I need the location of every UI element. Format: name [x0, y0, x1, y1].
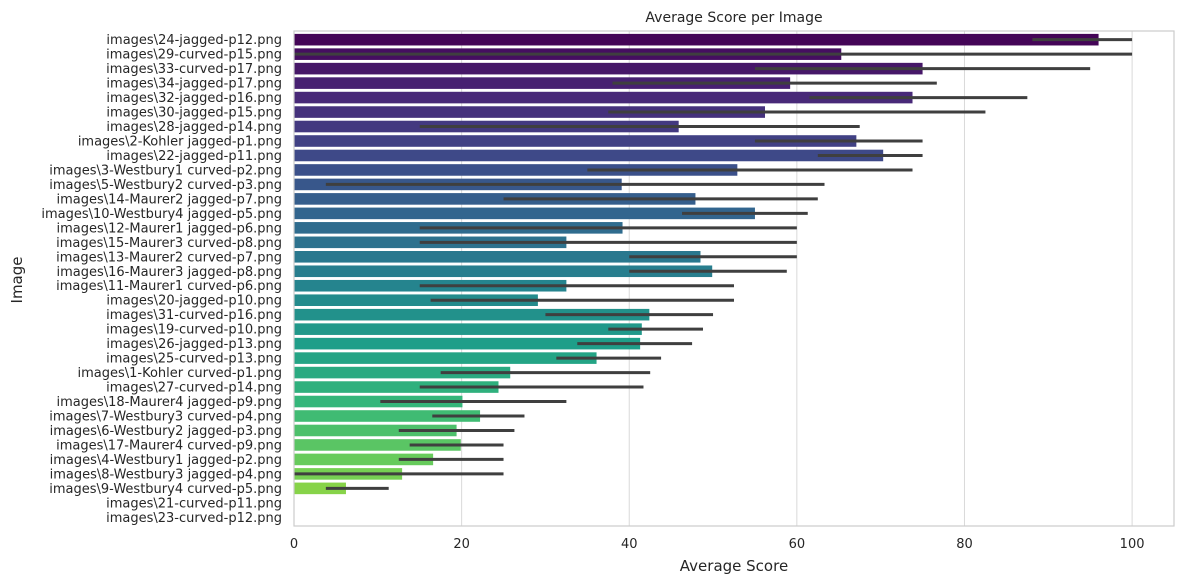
bar	[294, 149, 884, 162]
bar	[294, 482, 346, 495]
y-tick-label: images\18-Maurer4 jagged-p9.png	[56, 395, 282, 410]
y-tick-labels: images\24-jagged-p12.pngimages\29-curved…	[41, 33, 282, 526]
y-tick-label: images\4-Westbury1 jagged-p2.png	[50, 453, 282, 468]
grid-lines	[293, 31, 1133, 526]
y-tick-label: images\2-Kohler jagged-p1.png	[78, 135, 282, 150]
y-tick-label: images\14-Maurer2 jagged-p7.png	[56, 192, 282, 207]
bar	[294, 91, 913, 104]
y-tick-label: images\21-curved-p11.png	[106, 496, 282, 511]
y-tick-label: images\25-curved-p13.png	[106, 352, 282, 367]
y-tick-label: images\28-jagged-p14.png	[106, 120, 282, 135]
bar	[294, 77, 791, 89]
y-tick-label: images\9-Westbury4 curved-p5.png	[49, 482, 282, 497]
bar	[294, 193, 696, 205]
bar	[294, 366, 511, 379]
y-tick-label: images\29-curved-p15.png	[106, 48, 282, 63]
bar	[294, 33, 1099, 46]
error-bars	[294, 38, 1133, 490]
bar	[294, 62, 923, 75]
y-tick-label: images\15-Maurer3 curved-p8.png	[56, 236, 282, 251]
bar	[294, 439, 461, 451]
bar	[294, 424, 457, 437]
y-tick-label: images\16-Maurer3 jagged-p8.png	[56, 265, 282, 280]
y-tick-label: images\19-curved-p10.png	[106, 323, 282, 338]
y-tick-label: images\27-curved-p14.png	[106, 381, 282, 396]
x-tick-labels: 0 20 40 60 80 100	[290, 537, 1145, 552]
y-tick-label: images\23-curved-p12.png	[106, 511, 282, 526]
bar	[294, 352, 597, 364]
y-tick-label: images\33-curved-p17.png	[106, 62, 282, 77]
bar	[294, 410, 481, 422]
bar	[294, 337, 641, 350]
y-tick-label: images\30-jagged-p15.png	[106, 106, 282, 121]
bar	[294, 207, 755, 220]
y-tick-label: images\11-Maurer1 curved-p6.png	[56, 279, 282, 294]
x-axis-label: Average Score	[680, 557, 788, 575]
x-tick-label: 20	[453, 537, 470, 552]
chart-title: Average Score per Image	[645, 10, 822, 26]
x-tick-label: 40	[621, 537, 638, 552]
bar	[294, 265, 713, 278]
y-tick-label: images\20-jagged-p10.png	[106, 294, 282, 309]
y-tick-label: images\6-Westbury2 jagged-p3.png	[50, 424, 282, 439]
y-tick-label: images\26-jagged-p13.png	[106, 337, 282, 352]
bar	[294, 308, 650, 321]
bar	[294, 164, 738, 176]
y-tick-label: images\34-jagged-p17.png	[106, 77, 282, 92]
y-tick-label: images\7-Westbury3 curved-p4.png	[49, 410, 282, 425]
bar	[294, 323, 642, 335]
x-tick-label: 80	[956, 537, 973, 552]
y-tick-label: images\10-Westbury4 jagged-p5.png	[41, 207, 282, 222]
bar	[294, 453, 434, 466]
y-tick-label: images\31-curved-p16.png	[106, 308, 282, 323]
y-tick-label: images\8-Westbury3 jagged-p4.png	[50, 467, 282, 482]
y-tick-label: images\32-jagged-p16.png	[106, 91, 282, 106]
bar	[294, 395, 463, 408]
y-axis-label: Image	[8, 257, 26, 304]
x-tick-label: 60	[789, 537, 806, 552]
y-tick-label: images\12-Maurer1 jagged-p6.png	[56, 221, 282, 236]
y-tick-label: images\1-Kohler curved-p1.png	[77, 366, 282, 381]
bar	[294, 294, 538, 306]
bar	[294, 381, 499, 393]
x-tick-label: 0	[290, 537, 298, 552]
bar	[294, 106, 766, 118]
x-tick-label: 100	[1120, 537, 1145, 552]
y-tick-label: images\22-jagged-p11.png	[106, 149, 282, 164]
bars	[294, 33, 1099, 495]
y-tick-label: images\24-jagged-p12.png	[106, 33, 282, 48]
bar	[294, 135, 857, 147]
y-tick-label: images\17-Maurer4 curved-p9.png	[56, 438, 282, 453]
bar	[294, 251, 701, 263]
y-tick-label: images\5-Westbury2 curved-p3.png	[49, 178, 282, 193]
y-tick-label: images\3-Westbury1 curved-p2.png	[49, 163, 282, 178]
y-tick-label: images\13-Maurer2 curved-p7.png	[56, 250, 282, 265]
plot-frame	[293, 30, 1175, 527]
